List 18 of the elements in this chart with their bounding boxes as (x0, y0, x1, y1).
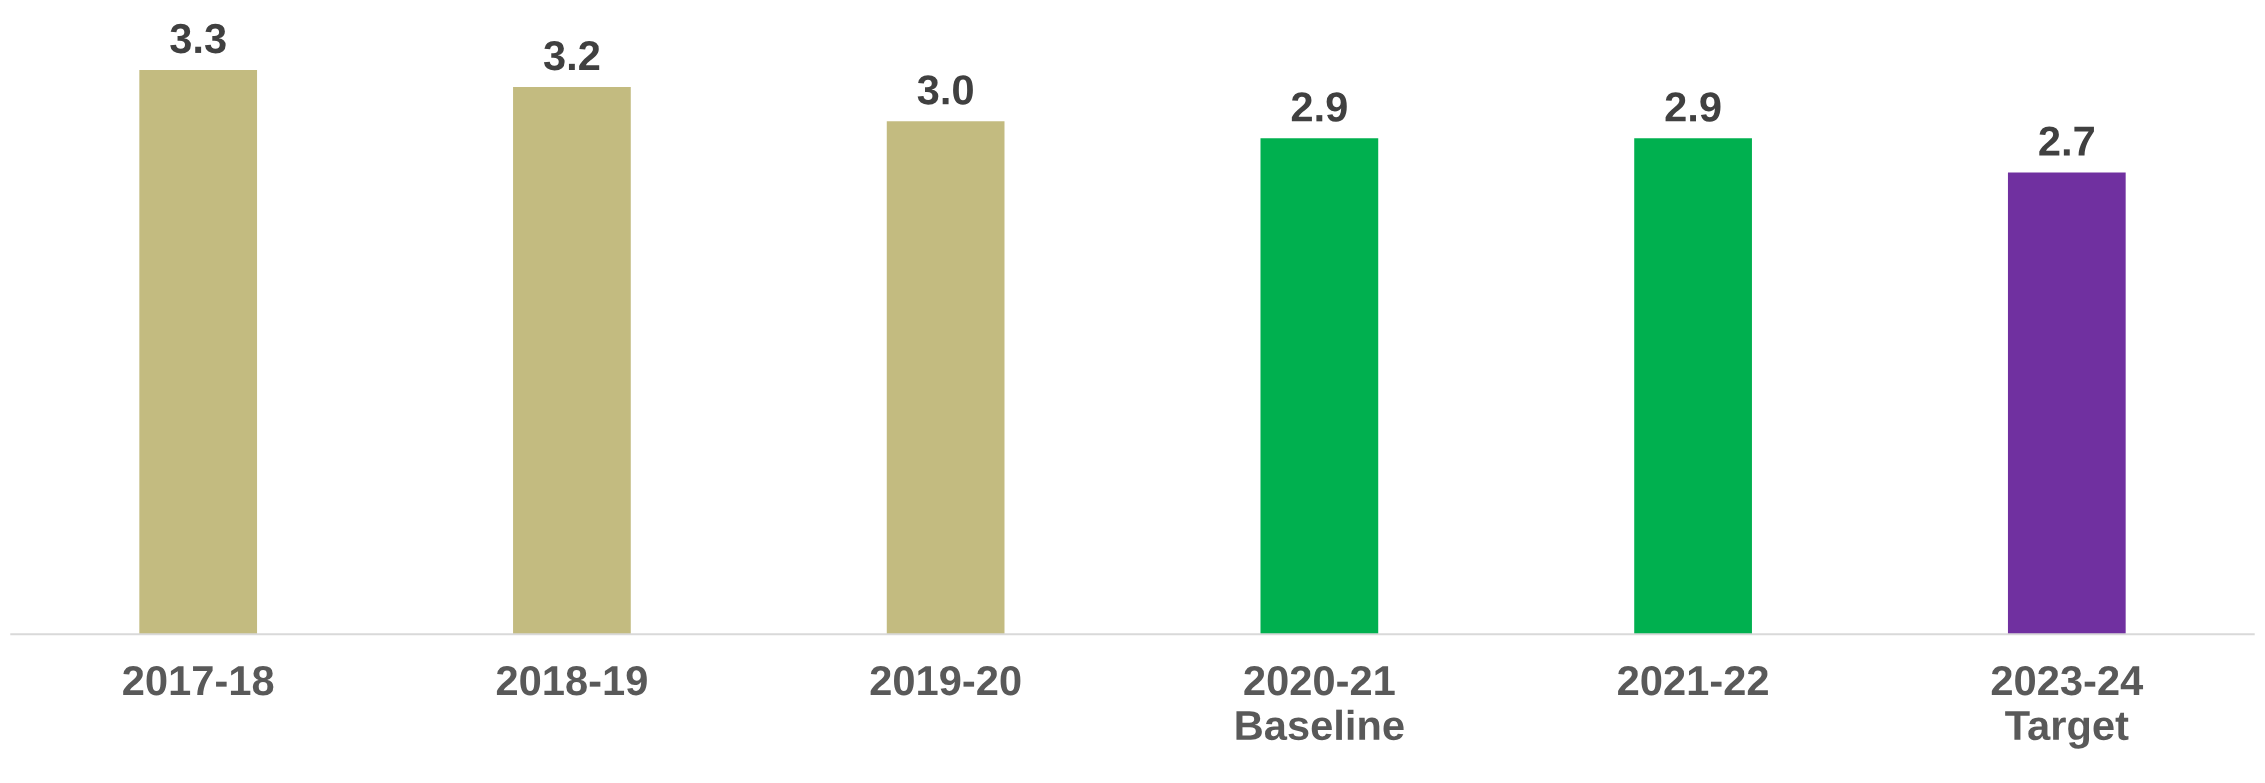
data-label: 2.7 (2039, 126, 2094, 156)
x-tick-label: 2020-21 Baseline (1236, 665, 1404, 741)
bar (139, 69, 258, 635)
bar (1260, 138, 1379, 635)
bar (513, 87, 631, 635)
bar (2007, 172, 2126, 635)
bar (886, 121, 1005, 635)
x-tick-label: 2023-24 Target (1991, 665, 2144, 749)
x-tick-label: 2018-19 (496, 665, 647, 696)
bar (1634, 138, 1752, 635)
x-tick-label: 2021-22 (1618, 665, 1768, 696)
data-label: 2.9 (1291, 92, 1347, 122)
data-label: 3.2 (543, 40, 600, 71)
x-tick-label: 2017-18 (123, 665, 274, 696)
data-label: 3.0 (917, 75, 973, 105)
data-label: 3.3 (170, 23, 226, 54)
data-label: 2.9 (1665, 92, 1721, 122)
x-tick-label: 2019-20 (870, 665, 1021, 696)
